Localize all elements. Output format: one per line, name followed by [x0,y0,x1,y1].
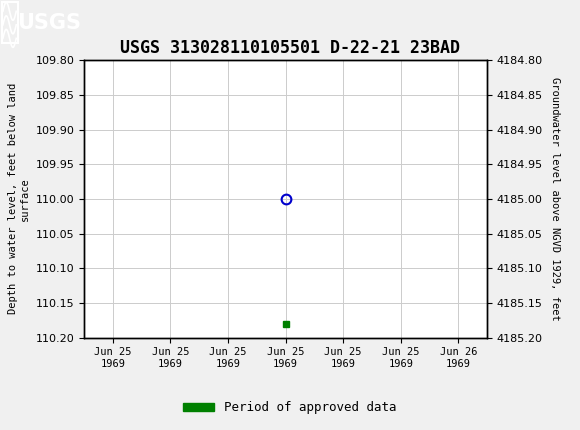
Text: USGS: USGS [17,12,81,33]
Text: USGS 313028110105501 D-22-21 23BAD: USGS 313028110105501 D-22-21 23BAD [120,39,460,57]
Legend: Period of approved data: Period of approved data [178,396,402,419]
Y-axis label: Groundwater level above NGVD 1929, feet: Groundwater level above NGVD 1929, feet [550,77,560,321]
Bar [2,2,18,43]
Y-axis label: Depth to water level, feet below land
surface: Depth to water level, feet below land su… [8,83,30,314]
